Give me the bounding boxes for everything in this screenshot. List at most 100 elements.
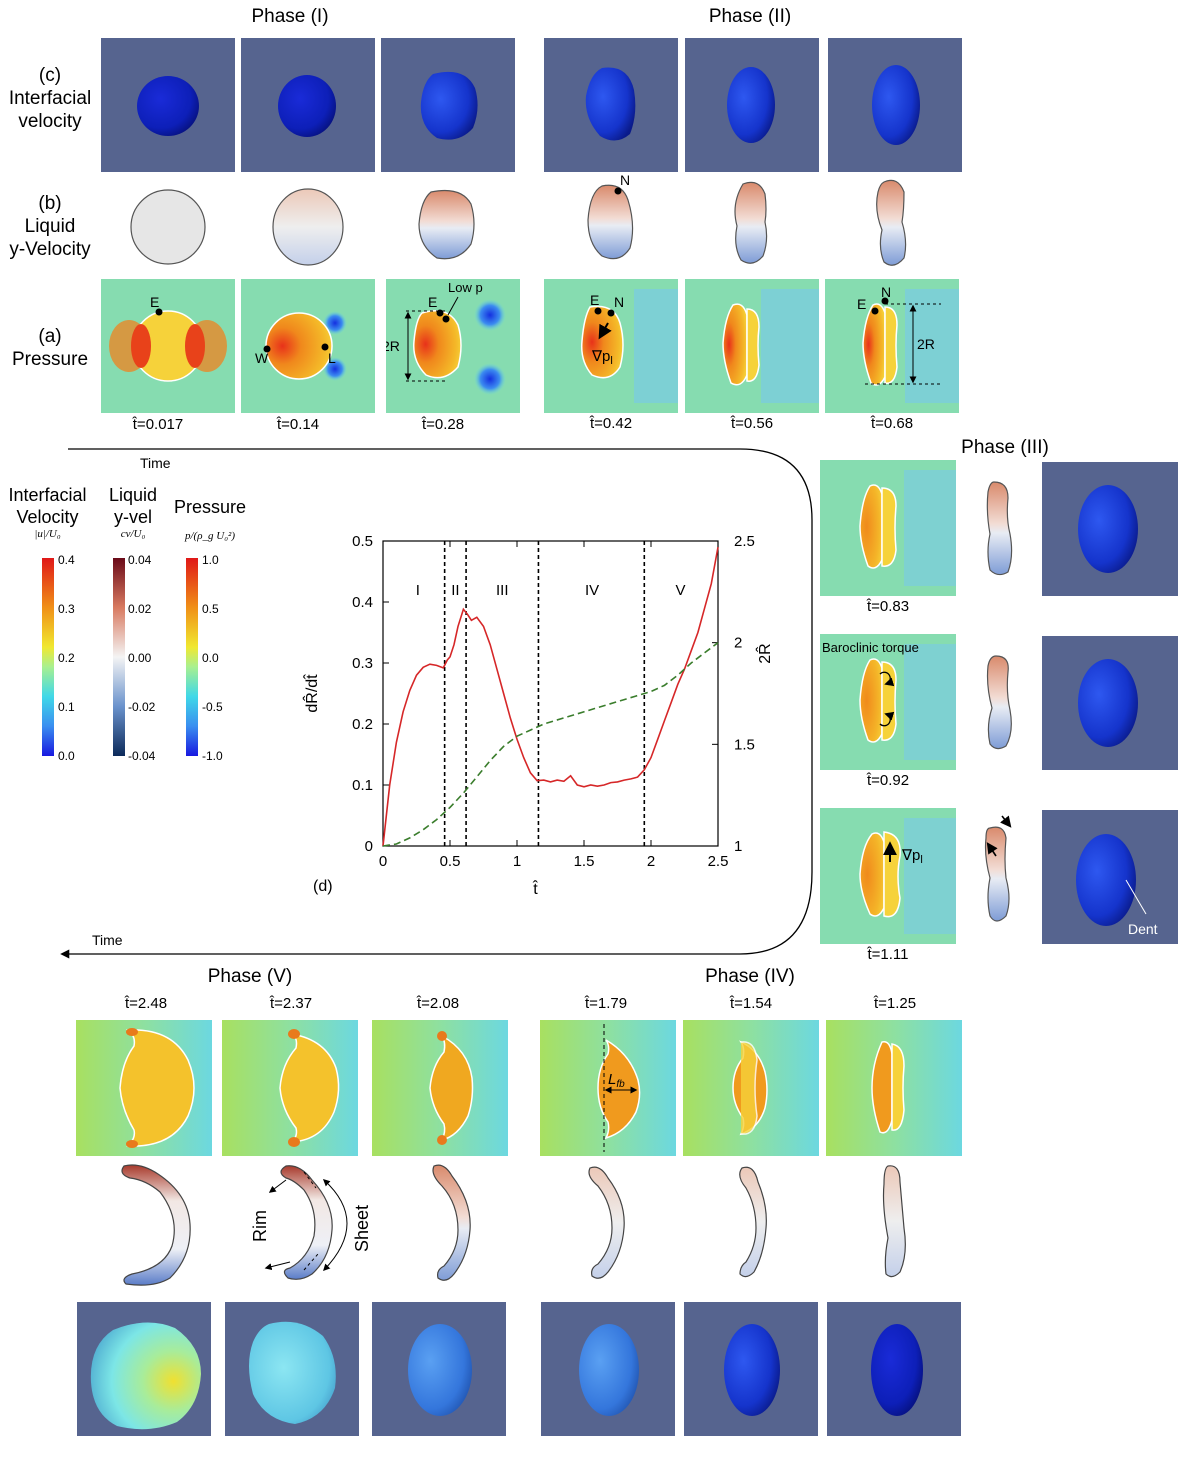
colorbar-title-3: Pressure bbox=[173, 497, 247, 517]
chart-panel-d: 0 0.5 1 1.5 2 2.500.10.20.30.40.511.522.5I II I… bbox=[301, 533, 774, 898]
row-c-name-2: velocity bbox=[18, 111, 82, 132]
point-e-label: E bbox=[150, 294, 159, 310]
phase-region-label: II bbox=[451, 582, 459, 599]
colorbar-sub-1: |u|/U₀ bbox=[34, 528, 61, 540]
series-drdt-line bbox=[382, 546, 719, 847]
interfacial-velocity-t125 bbox=[827, 1302, 961, 1436]
series-2r-line bbox=[382, 642, 719, 847]
phase-region-label: V bbox=[675, 582, 685, 599]
time-label-t014: t̂=0.14 bbox=[276, 416, 320, 433]
point-n-label: N bbox=[620, 172, 630, 188]
point-n-label-3: N bbox=[881, 284, 891, 300]
liquid-yvel-t248 bbox=[121, 1164, 191, 1286]
row-label-c: (c) Interfacial velocity bbox=[0, 64, 100, 133]
lfb-label: Lfb bbox=[608, 1071, 625, 1090]
cb3-tick-0: 1.0 bbox=[202, 553, 219, 567]
liquid-yvel-t237: Rim Sheet bbox=[250, 1165, 372, 1280]
interfacial-velocity-t014 bbox=[241, 38, 375, 172]
liquid-yvel-t0017 bbox=[130, 189, 206, 265]
colorbar-title-1a: Interfacial bbox=[8, 485, 87, 505]
x-tick-label: 1.5 bbox=[574, 853, 595, 870]
y-right-tick-label: 1.5 bbox=[734, 736, 755, 753]
interfacial-velocity-t028 bbox=[381, 38, 515, 172]
pressure-t248 bbox=[76, 1020, 212, 1156]
y-right-axis-label: 2R̂ bbox=[754, 643, 774, 663]
interfacial-velocity-t237 bbox=[225, 1302, 359, 1436]
liquid-yvel-t083 bbox=[986, 481, 1013, 576]
liquid-yvel-t056 bbox=[734, 181, 768, 264]
cb2-tick-0: 0.04 bbox=[128, 553, 152, 567]
interfacial-velocity-t0017 bbox=[101, 38, 235, 172]
interfacial-velocity-t111: Dent bbox=[1042, 810, 1178, 944]
time-label-t028: t̂=0.28 bbox=[421, 416, 465, 433]
x-tick-label: 1 bbox=[513, 853, 521, 870]
y-left-axis-label: dR̂/dt̂ bbox=[301, 674, 321, 713]
interfacial-velocity-t179 bbox=[541, 1302, 675, 1436]
interfacial-velocity-t154 bbox=[684, 1302, 818, 1436]
phase-region-label: I bbox=[416, 582, 420, 599]
liquid-yvel-t154 bbox=[739, 1166, 767, 1278]
colorbar-liquid-yvel: Liquid y-vel cv/U₀ bbox=[104, 484, 162, 540]
row-label-a: (a) Pressure bbox=[0, 325, 100, 371]
cb2-tick-1: 0.02 bbox=[128, 602, 152, 616]
liquid-yvel-t028 bbox=[418, 189, 475, 260]
y-right-tick-label: 2 bbox=[734, 635, 742, 652]
liquid-yvel-t208 bbox=[432, 1164, 471, 1281]
time-label-t0017: t̂=0.017 bbox=[132, 416, 184, 433]
time-arrow-label-top: Time bbox=[140, 455, 171, 471]
colorbar-title-2a: Liquid bbox=[108, 485, 158, 505]
x-tick-label: 0.5 bbox=[440, 853, 461, 870]
y-left-tick-label: 0.1 bbox=[352, 777, 373, 794]
cb3-tick-2: 0.0 bbox=[202, 651, 219, 665]
low-p-label: Low p bbox=[448, 280, 483, 295]
cb1-tick-4: 0.0 bbox=[58, 749, 75, 763]
interfacial-velocity-t083 bbox=[1042, 462, 1178, 596]
time-label-t154: t̂=1.54 bbox=[729, 995, 773, 1012]
two-r-label-2: 2R bbox=[917, 336, 935, 352]
pressure-t056 bbox=[685, 279, 819, 413]
cb1-tick-0: 0.4 bbox=[58, 553, 75, 567]
row-label-b: (b) Liquid y-Velocity bbox=[0, 192, 100, 261]
time-label-t042: t̂=0.42 bbox=[589, 415, 633, 432]
y-left-tick-label: 0 bbox=[365, 838, 373, 855]
time-label-t248: t̂=2.48 bbox=[124, 995, 168, 1012]
pressure-t0017: E bbox=[101, 279, 235, 413]
baroclinic-label: Baroclinic torque bbox=[822, 640, 919, 655]
x-tick-label: 2 bbox=[647, 853, 655, 870]
chart-frame bbox=[382, 540, 719, 847]
colorbar-sub-2: cv/U₀ bbox=[120, 528, 146, 540]
two-r-label: 2R bbox=[386, 338, 400, 354]
phase-iv-title: Phase (IV) bbox=[705, 966, 795, 987]
row-b-tag: (b) bbox=[38, 193, 62, 214]
time-label-t068: t̂=0.68 bbox=[870, 415, 914, 432]
point-e-label-3: E bbox=[590, 292, 599, 308]
pressure-t111: ∇pl bbox=[820, 808, 956, 944]
x-axis-label: t̂ bbox=[532, 879, 538, 898]
liquid-yvel-t042: N bbox=[587, 172, 634, 260]
interfacial-velocity-t056 bbox=[685, 38, 819, 172]
cb3-tick-4: -1.0 bbox=[202, 749, 223, 763]
pressure-t068: 2R E N bbox=[825, 279, 959, 413]
pressure-t083 bbox=[820, 460, 956, 596]
interfacial-velocity-t042 bbox=[544, 38, 678, 172]
pressure-t014: W L bbox=[241, 279, 375, 413]
phase-i-title: Phase (I) bbox=[251, 6, 329, 27]
point-l-label: L bbox=[328, 350, 336, 366]
colorbar-sub-3: p/(ρ_g U₀²) bbox=[185, 530, 235, 542]
cb1-tick-3: 0.1 bbox=[58, 700, 75, 714]
row-c-name-1: Interfacial bbox=[8, 88, 92, 109]
pressure-t154 bbox=[683, 1020, 819, 1156]
pressure-t237 bbox=[222, 1020, 358, 1156]
cb2-tick-3: -0.02 bbox=[128, 700, 156, 714]
interfacial-velocity-t092 bbox=[1042, 636, 1178, 770]
pressure-t042: E N ∇pl bbox=[544, 279, 678, 413]
grad-p-label-2: ∇pl bbox=[901, 847, 923, 866]
liquid-yvel-t111 bbox=[984, 815, 1012, 922]
pressure-t125 bbox=[826, 1020, 962, 1156]
row-c-tag: (c) bbox=[38, 65, 62, 86]
sheet-label: Sheet bbox=[352, 1205, 372, 1252]
pressure-t028: 2R E Low p bbox=[386, 279, 520, 413]
cb2-tick-4: -0.04 bbox=[128, 749, 156, 763]
phase-iii-title: Phase (III) bbox=[961, 437, 1049, 458]
row-b-name-2: y-Velocity bbox=[9, 239, 91, 260]
